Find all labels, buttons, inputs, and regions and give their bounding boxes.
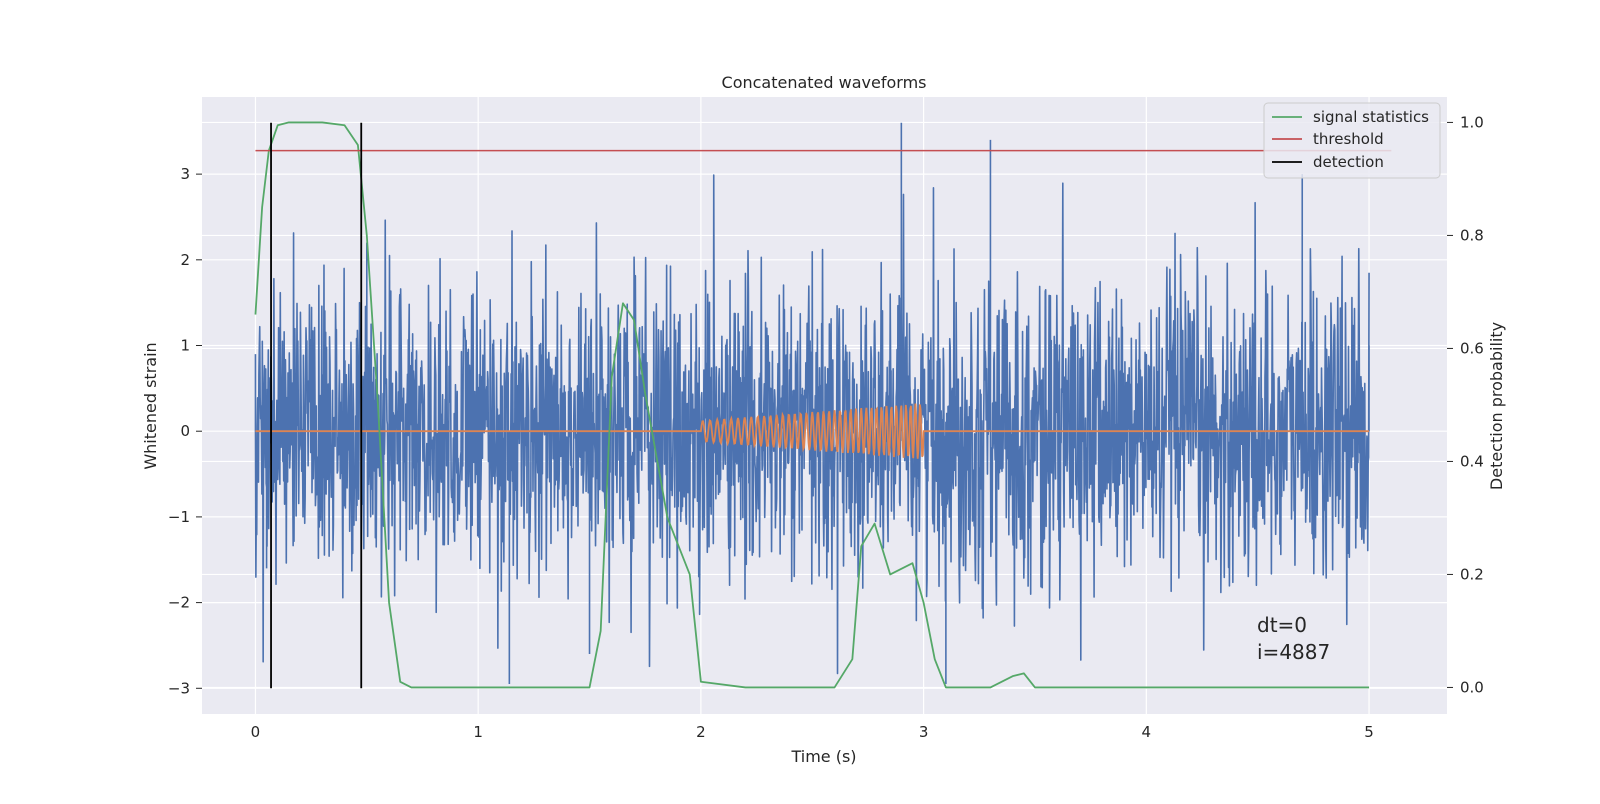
y-tick-label: 2 xyxy=(180,251,190,269)
signal-statistics-series xyxy=(254,121,1370,689)
x-tick-label: 4 xyxy=(1142,723,1152,741)
x-axis-ticks: 0 1 2 3 4 5 xyxy=(251,723,1374,741)
right-axis-ticks: 0.0 0.2 0.4 0.6 0.8 1.0 xyxy=(1447,113,1484,696)
waveform-series xyxy=(255,403,1370,459)
y-axis-label: Whitened strain xyxy=(141,342,160,469)
y-tick-label: −2 xyxy=(168,594,190,612)
x-tick-label: 2 xyxy=(696,723,706,741)
legend-label-threshold: threshold xyxy=(1313,130,1384,148)
right-tick-label: 0.6 xyxy=(1460,339,1484,357)
x-tick-label: 0 xyxy=(251,723,261,741)
right-tick-label: 1.0 xyxy=(1460,113,1484,131)
noise-series xyxy=(254,122,1370,685)
right-tick-label: 0.2 xyxy=(1460,565,1484,583)
right-tick-label: 0.4 xyxy=(1460,452,1484,470)
x-axis-label: Time (s) xyxy=(790,747,856,766)
legend-box xyxy=(1263,102,1441,179)
x-tick-label: 1 xyxy=(473,723,483,741)
y-axis-ticks: −3 −2 −1 0 1 2 3 xyxy=(168,165,202,697)
signal-statistics-line xyxy=(254,121,1370,689)
chart-title: Concatenated waveforms xyxy=(722,73,927,92)
waveform-line xyxy=(255,403,1370,459)
y-tick-label: −3 xyxy=(168,679,190,697)
legend-label-signal-statistics: signal statistics xyxy=(1313,108,1429,126)
x-tick-label: 3 xyxy=(919,723,929,741)
y-tick-label: 3 xyxy=(180,165,190,183)
annotation-index: i=4887 xyxy=(1257,640,1330,664)
x-tick-label: 5 xyxy=(1364,723,1374,741)
y-tick-label: 1 xyxy=(180,337,190,355)
right-tick-label: 0.0 xyxy=(1460,678,1484,696)
y-tick-label: −1 xyxy=(168,508,190,526)
right-tick-label: 0.8 xyxy=(1460,226,1484,244)
right-axis-label: Detection probability xyxy=(1487,322,1506,490)
annotation-dt: dt=0 xyxy=(1257,613,1307,637)
legend-label-detection: detection xyxy=(1313,153,1384,171)
noise-line xyxy=(254,122,1370,685)
detection-series xyxy=(270,122,363,689)
legend: signal statistics threshold detection xyxy=(1263,102,1441,179)
y-tick-label: 0 xyxy=(180,422,190,440)
